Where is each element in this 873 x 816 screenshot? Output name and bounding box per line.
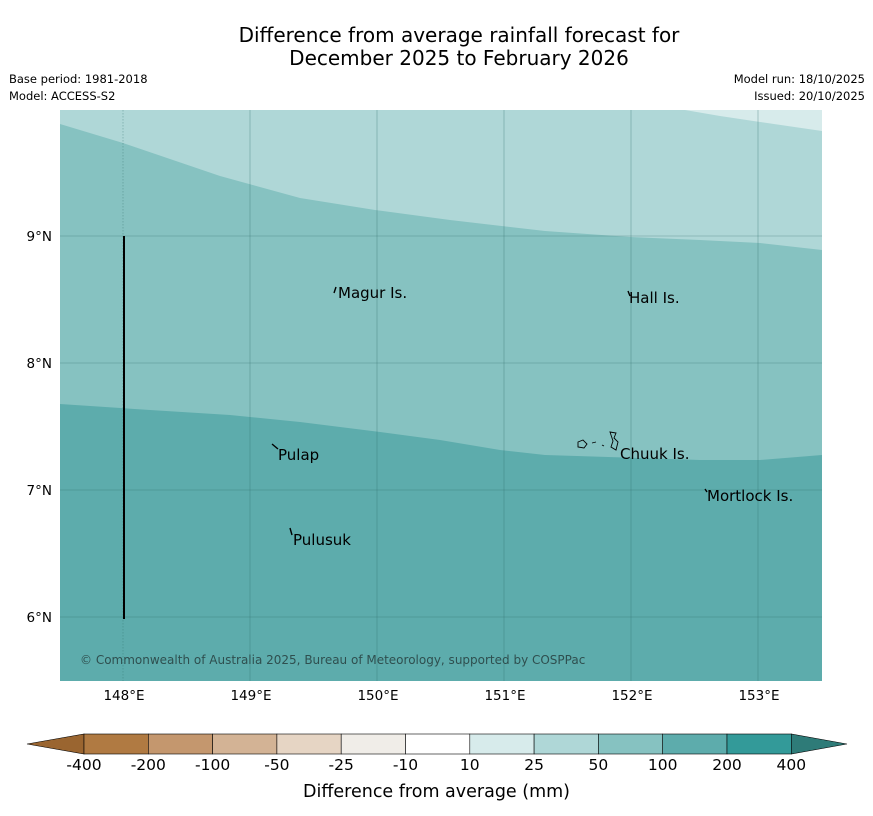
copyright-notice: © Commonwealth of Australia 2025, Bureau…	[80, 653, 586, 667]
map-area: Magur Is. Hall Is. Pulap Chuuk Is. Mortl…	[60, 110, 822, 681]
pulap-island-marker	[271, 443, 279, 450]
band-10-25	[685, 110, 822, 131]
legend-tick-label: -400	[66, 756, 102, 774]
chuuk-lagoon-outline	[577, 431, 619, 451]
magur-island-marker	[333, 286, 337, 294]
legend-color-bin	[469, 733, 535, 755]
map-title-line-1: Difference from average rainfall forecas…	[238, 23, 680, 47]
pulusuk-island-marker	[289, 527, 293, 536]
lat-tick-7n: 7°N	[27, 483, 52, 499]
legend-colorbar	[26, 733, 848, 755]
latitude-ticks: 9°N 8°N 7°N 6°N	[27, 229, 52, 626]
legend-tick-label: -10	[392, 756, 419, 774]
legend-extend-above	[790, 733, 848, 755]
place-label-pulusuk: Pulusuk	[293, 531, 351, 549]
legend-tick-label: -25	[328, 756, 354, 774]
legend-tick-label: 50	[588, 756, 609, 774]
legend-tick-label: 100	[647, 756, 678, 774]
lon-tick-152e: 152°E	[611, 688, 652, 704]
lon-tick-149e: 149°E	[230, 688, 271, 704]
legend-tick-label: 10	[459, 756, 480, 774]
place-label-hall: Hall Is.	[629, 289, 680, 307]
place-label-magur: Magur Is.	[338, 284, 407, 302]
legend-tick-label: 200	[712, 756, 742, 774]
legend-tick-label: -100	[195, 756, 231, 774]
legend-tick-label: 25	[524, 756, 544, 774]
base-period-label: Base period: 1981-2018	[9, 72, 148, 86]
legend-color-bin	[212, 733, 278, 755]
legend-color-bin	[405, 733, 471, 755]
legend-color-bin	[533, 733, 599, 755]
island-markers	[271, 286, 708, 536]
place-label-mortlock: Mortlock Is.	[707, 487, 793, 505]
issued-label: Issued: 20/10/2025	[754, 89, 865, 103]
lat-tick-8n: 8°N	[27, 356, 52, 372]
legend-color-bin	[148, 733, 213, 755]
lon-tick-151e: 151°E	[484, 688, 525, 704]
legend-color-bin	[276, 733, 342, 755]
legend-tick-label: -50	[264, 756, 290, 774]
mortlock-island-marker	[704, 488, 708, 493]
legend-title: Difference from average (mm)	[302, 782, 571, 802]
place-label-chuuk: Chuuk Is.	[620, 445, 689, 463]
model-label: Model: ACCESS-S2	[9, 89, 116, 103]
lat-tick-6n: 6°N	[27, 610, 52, 626]
legend-color-bin	[598, 733, 664, 755]
hall-island-marker	[627, 290, 631, 297]
legend-color-bin	[83, 733, 149, 755]
map-title-line-2: December 2025 to February 2026	[289, 46, 629, 70]
legend-tick-label: 400	[776, 756, 807, 774]
longitude-ticks: 148°E 149°E 150°E 151°E 152°E 153°E	[103, 688, 779, 704]
legend-color-bin	[662, 733, 728, 755]
lon-tick-153e: 153°E	[738, 688, 779, 704]
place-label-pulap: Pulap	[278, 446, 319, 464]
lon-tick-148e: 148°E	[103, 688, 144, 704]
legend-color-bin	[340, 733, 406, 755]
legend-extend-below	[26, 733, 85, 755]
model-run-label: Model run: 18/10/2025	[733, 72, 865, 86]
legend-color-bin	[726, 733, 792, 755]
place-labels: Magur Is. Hall Is. Pulap Chuuk Is. Mortl…	[278, 284, 793, 549]
lat-tick-9n: 9°N	[27, 229, 52, 245]
band-25-50	[60, 110, 822, 250]
lon-tick-150e: 150°E	[357, 688, 398, 704]
legend-tick-label: -200	[130, 756, 166, 774]
